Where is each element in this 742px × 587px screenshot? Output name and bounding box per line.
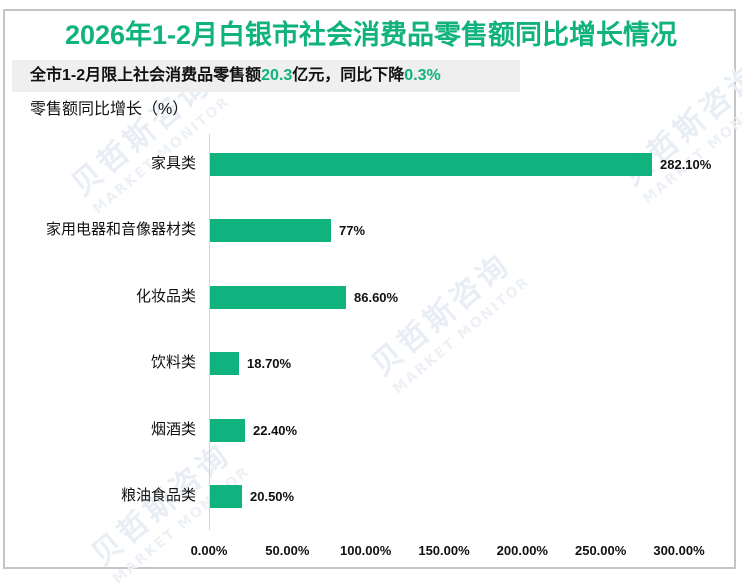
x-tick-label: 150.00%: [418, 543, 470, 558]
subtitle-prefix: 全市1-2月限上社会消费品零售额: [30, 67, 262, 84]
y-axis-unit-label: 零售额同比增长（%）: [30, 101, 189, 118]
category-label: 化妆品类: [135, 288, 196, 305]
data-label: 86.60%: [354, 290, 399, 305]
category-label: 粮油食品类: [120, 487, 196, 504]
bar[interactable]: [210, 485, 242, 508]
x-tick-label: 0.00%: [190, 543, 228, 558]
x-tick-label: 50.00%: [265, 543, 310, 558]
category-label: 饮料类: [150, 354, 196, 371]
data-label: 22.40%: [253, 423, 298, 438]
category-axis-line: [209, 134, 210, 530]
data-label: 77%: [339, 223, 366, 238]
bar[interactable]: [210, 419, 245, 442]
chart-title: 2026年1-2月白银市社会消费品零售额同比增长情况: [64, 20, 678, 50]
data-label: 20.50%: [250, 489, 295, 504]
bar[interactable]: [210, 286, 346, 309]
subtitle-change: 0.3%: [404, 67, 441, 84]
category-label: 烟酒类: [150, 421, 196, 438]
subtitle-amount: 20.3: [261, 67, 293, 84]
subtitle-box: [12, 60, 520, 92]
bar[interactable]: [210, 219, 331, 242]
category-label: 家用电器和音像器材类: [45, 221, 196, 238]
subtitle-middle: 亿元，同比下降: [292, 67, 405, 84]
x-tick-label: 100.00%: [339, 543, 392, 558]
bar[interactable]: [210, 352, 239, 375]
data-label: 282.10%: [660, 157, 712, 172]
x-tick-label: 300.00%: [653, 543, 705, 558]
x-tick-label: 250.00%: [574, 543, 627, 558]
subtitle: 全市1-2月限上社会消费品零售额20.3亿元，同比下降0.3%: [30, 64, 441, 88]
x-tick-label: 200.00%: [496, 543, 548, 558]
category-label: 家具类: [150, 155, 196, 172]
chart-frame: [3, 9, 736, 569]
data-label: 18.70%: [247, 356, 292, 371]
bar[interactable]: [210, 153, 652, 176]
